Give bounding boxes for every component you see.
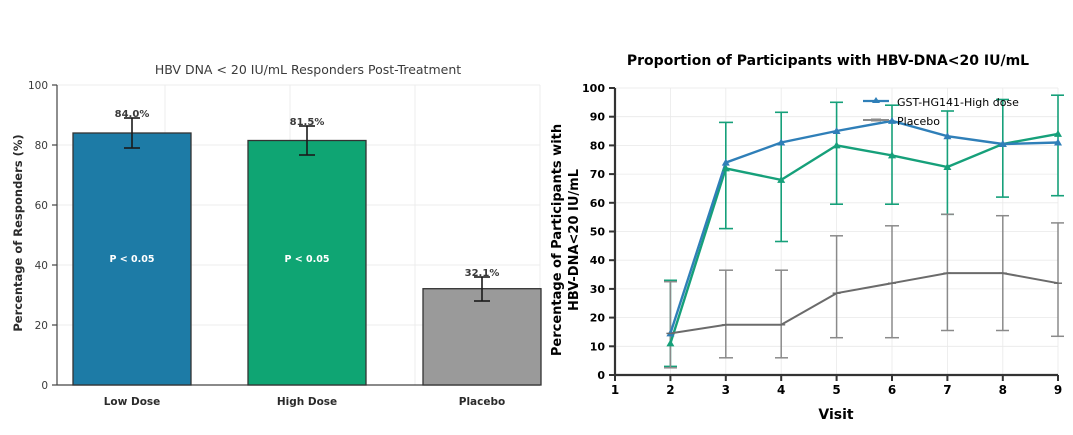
- bar-chart-ylabel: Percentage of Responders (%): [11, 134, 25, 331]
- line-chart-x-ticks: 1 2 3 4 5 6 7 8 9: [611, 375, 1062, 397]
- bar-chart-svg: HBV DNA < 20 IU/mL Responders Post-Treat…: [11, 62, 542, 408]
- legend-marker-triangle-icon: [872, 97, 880, 103]
- line-xtick-5: 5: [832, 383, 840, 397]
- series-line-green[interactable]: [669, 132, 1059, 344]
- line-xtick-6: 6: [888, 383, 896, 397]
- line-ytick-100: 100: [582, 82, 605, 95]
- bar-xtick-low-dose: Low Dose: [104, 396, 161, 408]
- line-chart-svg: Proportion of Participants with HBV-DNA<…: [550, 53, 1064, 423]
- legend-item-high-dose[interactable]: GST-HG141-High dose: [863, 96, 1019, 109]
- line-chart-panel: Proportion of Participants with HBV-DNA<…: [545, 0, 1073, 435]
- line-ytick-80: 80: [590, 139, 606, 152]
- line-xtick-2: 2: [666, 383, 674, 397]
- line-chart-xlabel: Visit: [818, 407, 854, 423]
- bar-value-placebo: 32.1%: [465, 268, 500, 279]
- line-ytick-70: 70: [590, 168, 606, 181]
- bar-chart-panel: HBV DNA < 20 IU/mL Responders Post-Treat…: [11, 62, 542, 408]
- line-ytick-90: 90: [590, 111, 606, 124]
- bar-placebo[interactable]: [422, 288, 542, 386]
- line-chart-legend: GST-HG141-High dose Placebo: [863, 96, 1019, 128]
- line-ytick-60: 60: [590, 197, 606, 210]
- line-xtick-3: 3: [722, 383, 730, 397]
- bar-low-dose[interactable]: [72, 132, 192, 386]
- line-chart-y-ticks: 0 10 20 30 40 50 60 70 80 90 100: [582, 82, 615, 382]
- line-xtick-7: 7: [943, 383, 951, 397]
- line-xtick-9: 9: [1054, 383, 1062, 397]
- series-markers-placebo: [666, 272, 1062, 335]
- bar-ytick-80: 80: [35, 140, 48, 152]
- line-chart-ylabel-line1: Percentage of Participants with: [550, 124, 565, 356]
- bar-high-dose[interactable]: [247, 139, 367, 386]
- legend-item-placebo[interactable]: Placebo: [863, 115, 940, 128]
- bar-pvalue-low-dose: P < 0.05: [110, 254, 155, 265]
- line-ytick-50: 50: [590, 226, 606, 239]
- bar-error-bar-placebo: [474, 276, 490, 302]
- bar-chart-title: HBV DNA < 20 IU/mL Responders Post-Treat…: [155, 62, 461, 77]
- bar-value-low-dose: 84.0%: [115, 109, 150, 120]
- legend-label-high-dose: GST-HG141-High dose: [897, 96, 1019, 109]
- bar-ytick-20: 20: [35, 320, 48, 332]
- bar-xtick-placebo: Placebo: [459, 396, 505, 408]
- line-xtick-8: 8: [999, 383, 1007, 397]
- line-xtick-1: 1: [611, 383, 619, 397]
- bar-error-bar-high-dose: [299, 125, 315, 156]
- legend-label-placebo: Placebo: [897, 115, 940, 128]
- bar-ytick-60: 60: [35, 200, 48, 212]
- line-ytick-0: 0: [597, 369, 605, 382]
- line-chart-ylabel-line2: HBV-DNA<20 IU/mL: [567, 169, 582, 311]
- line-ytick-10: 10: [590, 340, 606, 353]
- line-xtick-4: 4: [777, 383, 785, 397]
- line-chart-title: Proportion of Participants with HBV-DNA<…: [627, 53, 1029, 69]
- bar-ytick-100: 100: [28, 80, 48, 92]
- bar-value-high-dose: 81.5%: [290, 117, 325, 128]
- bar-pvalue-high-dose: P < 0.05: [285, 254, 330, 265]
- bar-ytick-40: 40: [35, 260, 48, 272]
- bar-error-bar-low-dose: [124, 117, 140, 149]
- series-line-placebo[interactable]: [670, 272, 1059, 335]
- series-line-high-dose[interactable]: [669, 119, 1059, 334]
- error-bars-placebo: [664, 213, 1064, 369]
- line-ytick-20: 20: [590, 312, 606, 325]
- line-ytick-30: 30: [590, 283, 606, 296]
- bar-ytick-0: 0: [41, 380, 48, 392]
- line-ytick-40: 40: [590, 254, 606, 267]
- bar-chart-y-ticks: 0 20 40 60 80 100: [28, 80, 57, 392]
- bar-xtick-high-dose: High Dose: [277, 396, 337, 408]
